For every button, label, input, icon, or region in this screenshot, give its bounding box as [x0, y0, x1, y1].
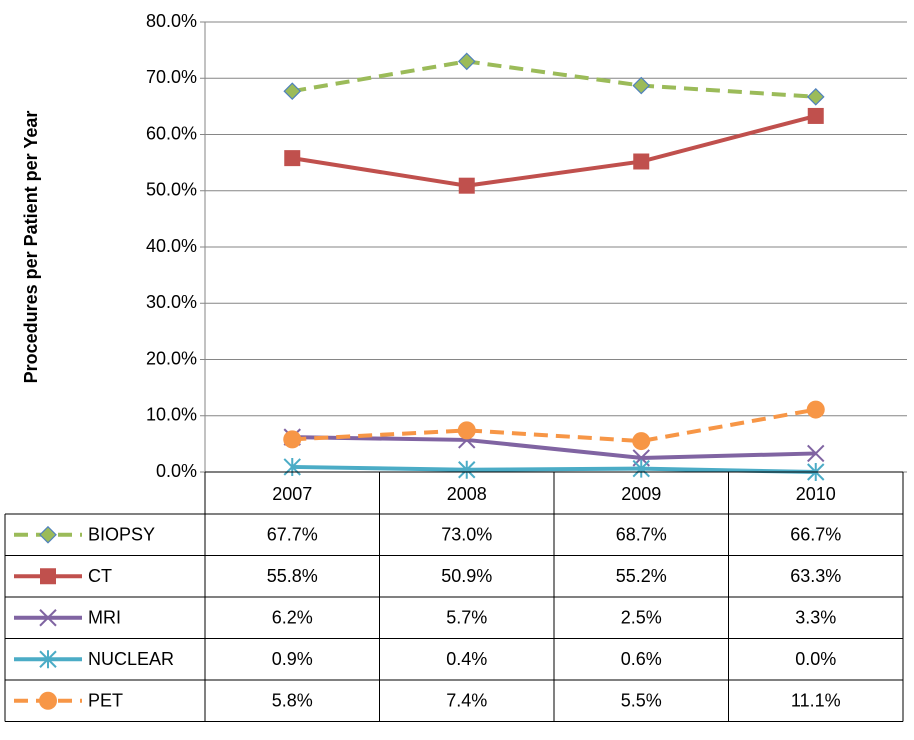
marker: [457, 421, 476, 440]
marker-part: [283, 430, 302, 449]
x-tick-label: 2009: [621, 484, 661, 504]
marker-part: [632, 76, 651, 95]
x-tick-label: 2008: [447, 484, 487, 504]
marker-part: [457, 52, 476, 71]
marker-part: [807, 444, 825, 463]
marker: [283, 430, 302, 449]
marker: [284, 150, 301, 167]
series-line: [292, 464, 816, 474]
legend-label: PET: [88, 691, 123, 711]
table-value: 3.3%: [795, 608, 836, 628]
table-value: 5.7%: [446, 608, 487, 628]
series-line: [292, 435, 816, 460]
marker-part: [40, 568, 56, 585]
table-value: 0.4%: [446, 649, 487, 669]
marker: [39, 525, 57, 544]
series-line: [291, 114, 817, 188]
marker: [283, 82, 302, 101]
table-value: 2.5%: [621, 608, 662, 628]
legend-entry: NUCLEAR: [14, 649, 174, 669]
table-value: 73.0%: [441, 525, 492, 545]
marker: [806, 400, 825, 419]
marker-part: [633, 153, 650, 170]
marker: [457, 52, 476, 71]
table-value: 0.0%: [795, 649, 836, 669]
y-tick-label: 30.0%: [146, 292, 197, 312]
table-value: 5.8%: [272, 691, 313, 711]
y-tick-label: 50.0%: [146, 180, 197, 200]
marker-part: [632, 459, 650, 478]
x-tick-label: 2010: [796, 484, 836, 504]
legend-label: MRI: [88, 608, 121, 628]
y-tick-label: 70.0%: [146, 67, 197, 87]
marker-part: [39, 650, 57, 669]
marker: [39, 609, 57, 627]
table-value: 0.6%: [621, 649, 662, 669]
legend-entry: PET: [14, 691, 123, 711]
legend-label: NUCLEAR: [88, 649, 174, 669]
legend-entry: MRI: [14, 608, 121, 628]
marker-part: [632, 432, 651, 451]
table-value: 63.3%: [790, 566, 841, 586]
marker-part: [807, 107, 824, 124]
table-value: 67.7%: [267, 525, 318, 545]
y-axis-title: Procedures per Patient per Year: [21, 111, 41, 384]
marker-part: [284, 150, 301, 167]
table-value: 55.2%: [616, 566, 667, 586]
marker-part: [806, 87, 825, 106]
marker-part: [39, 609, 57, 627]
marker: [807, 444, 825, 463]
y-tick-label: 60.0%: [146, 123, 197, 143]
marker: [806, 87, 825, 106]
table-value: 11.1%: [791, 691, 841, 711]
table-value: 7.4%: [446, 691, 487, 711]
marker-part: [458, 177, 475, 194]
marker-part: [39, 525, 57, 544]
table-value: 50.9%: [441, 566, 492, 586]
series-line: [291, 59, 816, 99]
table-value: 68.7%: [616, 525, 667, 545]
y-tick-label: 40.0%: [146, 236, 197, 256]
table-value: 6.2%: [272, 608, 313, 628]
marker: [40, 568, 56, 585]
y-tick-label: 20.0%: [146, 348, 197, 368]
marker: [39, 691, 57, 710]
x-tick-label: 2007: [272, 484, 312, 504]
table-value: 66.7%: [790, 525, 841, 545]
marker: [633, 153, 650, 170]
marker-part: [806, 400, 825, 419]
marker-part: [39, 691, 57, 710]
table-value: 55.8%: [267, 566, 318, 586]
legend-label: CT: [88, 566, 112, 586]
legend-entry: BIOPSY: [14, 525, 155, 545]
marker-part: [458, 460, 476, 479]
marker-part: [283, 82, 302, 101]
legend-entry: CT: [14, 566, 112, 586]
y-tick-label: 0.0%: [156, 461, 197, 481]
marker: [807, 107, 824, 124]
marker: [458, 177, 475, 194]
marker-part: [457, 421, 476, 440]
marker: [632, 432, 651, 451]
y-tick-label: 80.0%: [146, 11, 197, 31]
series-line: [292, 407, 817, 444]
marker: [632, 459, 650, 478]
marker: [632, 76, 651, 95]
y-tick-label: 10.0%: [146, 405, 197, 425]
legend-label: BIOPSY: [88, 525, 155, 545]
table-value: 5.5%: [621, 691, 662, 711]
marker: [39, 650, 57, 669]
table-value: 0.9%: [272, 649, 313, 669]
marker: [458, 460, 476, 479]
